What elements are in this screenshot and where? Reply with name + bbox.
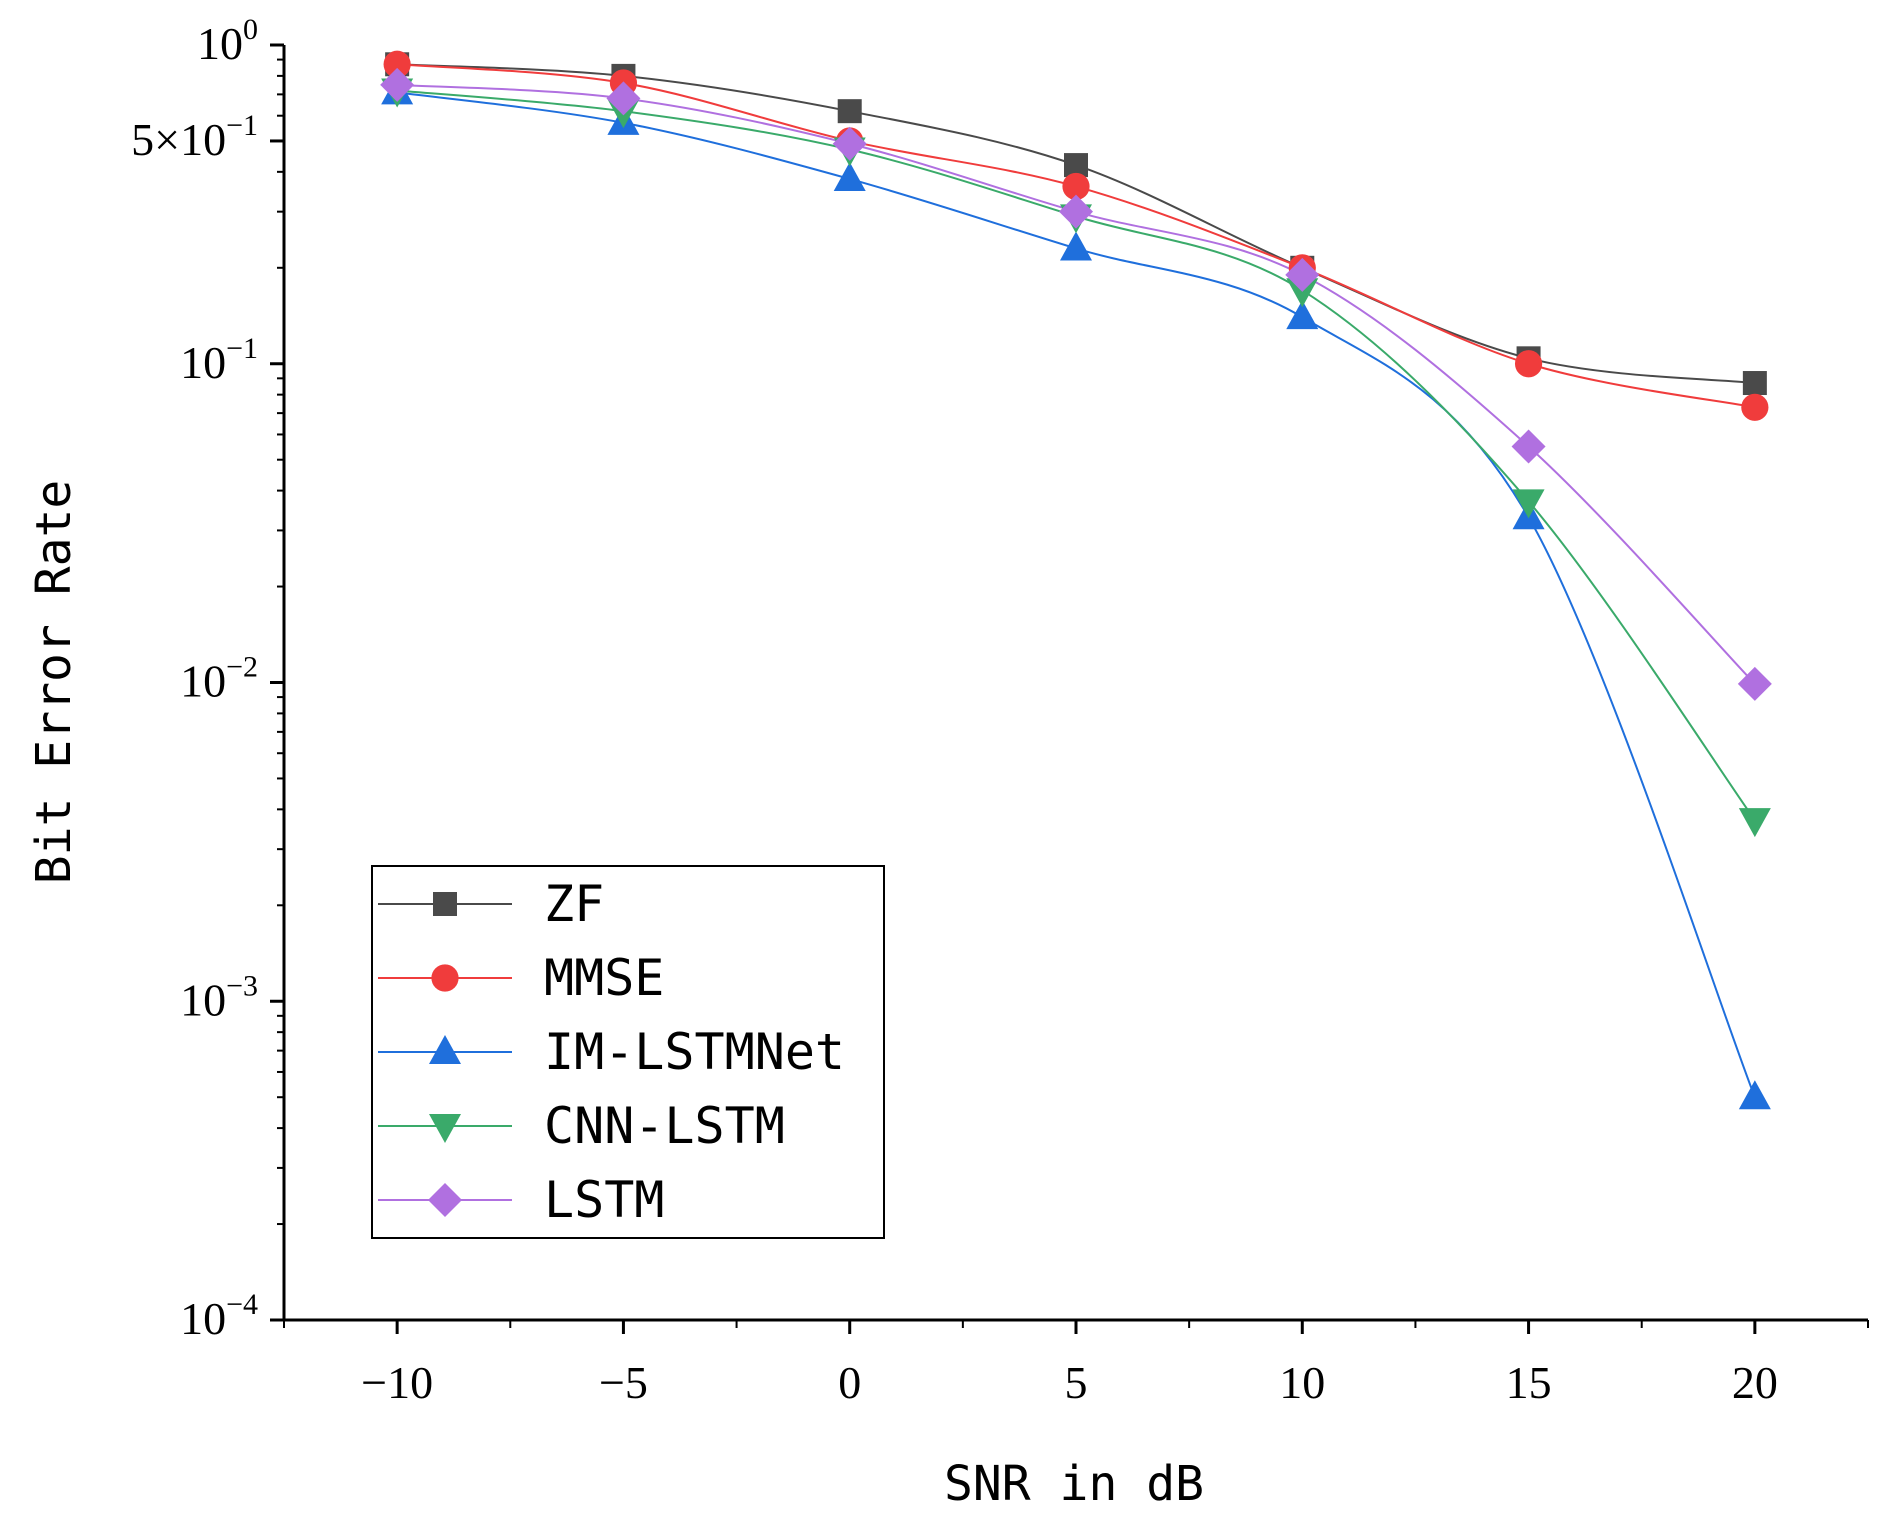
y-tick-label: 100 (197, 13, 258, 69)
x-axis-title: SNR in dB (944, 1456, 1204, 1512)
legend-item: MMSE (378, 949, 664, 1007)
legend-item: IM-LSTMNet (378, 1023, 845, 1081)
data-point-im-lstmnet (833, 161, 866, 191)
y-axis-ticks: 100 5×10−1 10−1 10−2 10−3 10−4 (131, 13, 284, 1344)
x-tick-label: 15 (1506, 1357, 1552, 1408)
x-tick-label: 5 (1065, 1357, 1088, 1408)
data-point-lstm (1059, 194, 1093, 229)
x-tick-label: 0 (838, 1357, 861, 1408)
legend-label: LSTM (544, 1171, 664, 1229)
legend-label: MMSE (544, 949, 664, 1007)
y-tick-label: 5×10−1 (131, 109, 258, 165)
x-tick-label: −5 (599, 1357, 648, 1408)
series-markers (380, 50, 1772, 1110)
x-tick-label: −10 (361, 1357, 433, 1408)
data-point-mmse (1062, 172, 1090, 201)
data-point-mmse (1514, 350, 1543, 378)
data-point-im-lstmnet (1286, 300, 1319, 330)
legend-item: ZF (378, 875, 604, 933)
data-point-lstm (832, 126, 867, 161)
legend-marker (428, 1183, 462, 1217)
legend: ZF MMSE IM-LSTMNet CNN-LSTM LSTM (371, 865, 885, 1239)
legend-label: CNN-LSTM (544, 1097, 785, 1155)
data-point-im-lstmnet (1060, 231, 1092, 261)
y-tick-label: 10−4 (180, 1288, 258, 1344)
data-point-im-lstmnet (1738, 1080, 1771, 1110)
data-point-lstm (380, 67, 415, 102)
legend-marker (431, 964, 459, 992)
legend-marker (429, 1114, 461, 1143)
data-point-zf (837, 99, 862, 124)
data-point-mmse (383, 50, 411, 78)
y-axis-title: Bit Error Rate (26, 480, 82, 885)
x-axis-ticks: −10 −5 0 5 10 15 20 (283, 1320, 1869, 1408)
data-point-lstm (606, 81, 641, 116)
data-point-cnn-lstm (1286, 278, 1319, 308)
y-tick-label: 10−3 (180, 969, 258, 1025)
series-line-im-lstmnet (397, 91, 1756, 1098)
legend-label: IM-LSTMNet (544, 1023, 845, 1081)
data-point-mmse (1741, 393, 1769, 421)
x-tick-label: 20 (1732, 1357, 1778, 1408)
legend-marker (429, 1035, 461, 1064)
legend-label: ZF (544, 875, 604, 933)
data-point-zf (1742, 371, 1767, 396)
data-point-cnn-lstm (1512, 489, 1545, 519)
x-tick-label: 10 (1279, 1357, 1325, 1408)
legend-item: LSTM (378, 1171, 664, 1229)
data-point-cnn-lstm (1738, 808, 1771, 838)
legend-marker (433, 892, 457, 916)
legend-item: CNN-LSTM (378, 1097, 785, 1155)
y-tick-label: 10−1 (180, 332, 258, 388)
y-tick-label: 10−2 (180, 651, 258, 707)
data-point-lstm (1285, 257, 1320, 292)
data-point-lstm (1737, 666, 1772, 701)
data-point-lstm (1511, 429, 1546, 464)
